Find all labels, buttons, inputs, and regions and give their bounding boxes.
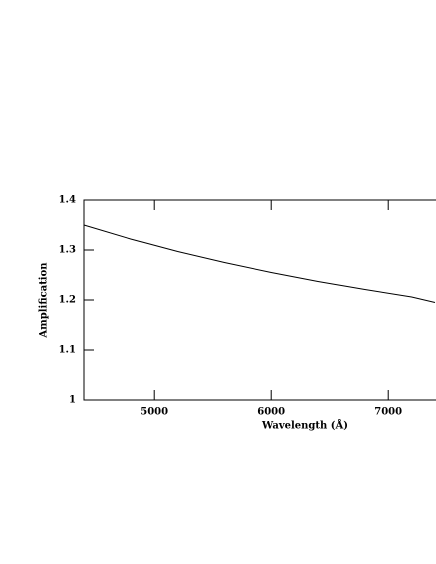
y-axis-label: Amplification: [39, 262, 50, 339]
y-tick-label: 1.2: [59, 295, 76, 306]
x-tick-label: 6000: [257, 407, 285, 418]
y-tick-label: 1.1: [59, 345, 76, 356]
x-tick-label: 5000: [140, 407, 168, 418]
x-tick-label: 7000: [374, 407, 402, 418]
plot-frame: [83, 199, 436, 401]
series-line: [83, 224, 436, 303]
x-axis-label: Wavelength (Å): [261, 420, 348, 432]
y-tick-label: 1: [69, 395, 76, 406]
y-tick-label: 1.4: [59, 195, 76, 206]
y-tick-label: 1.3: [59, 245, 76, 256]
